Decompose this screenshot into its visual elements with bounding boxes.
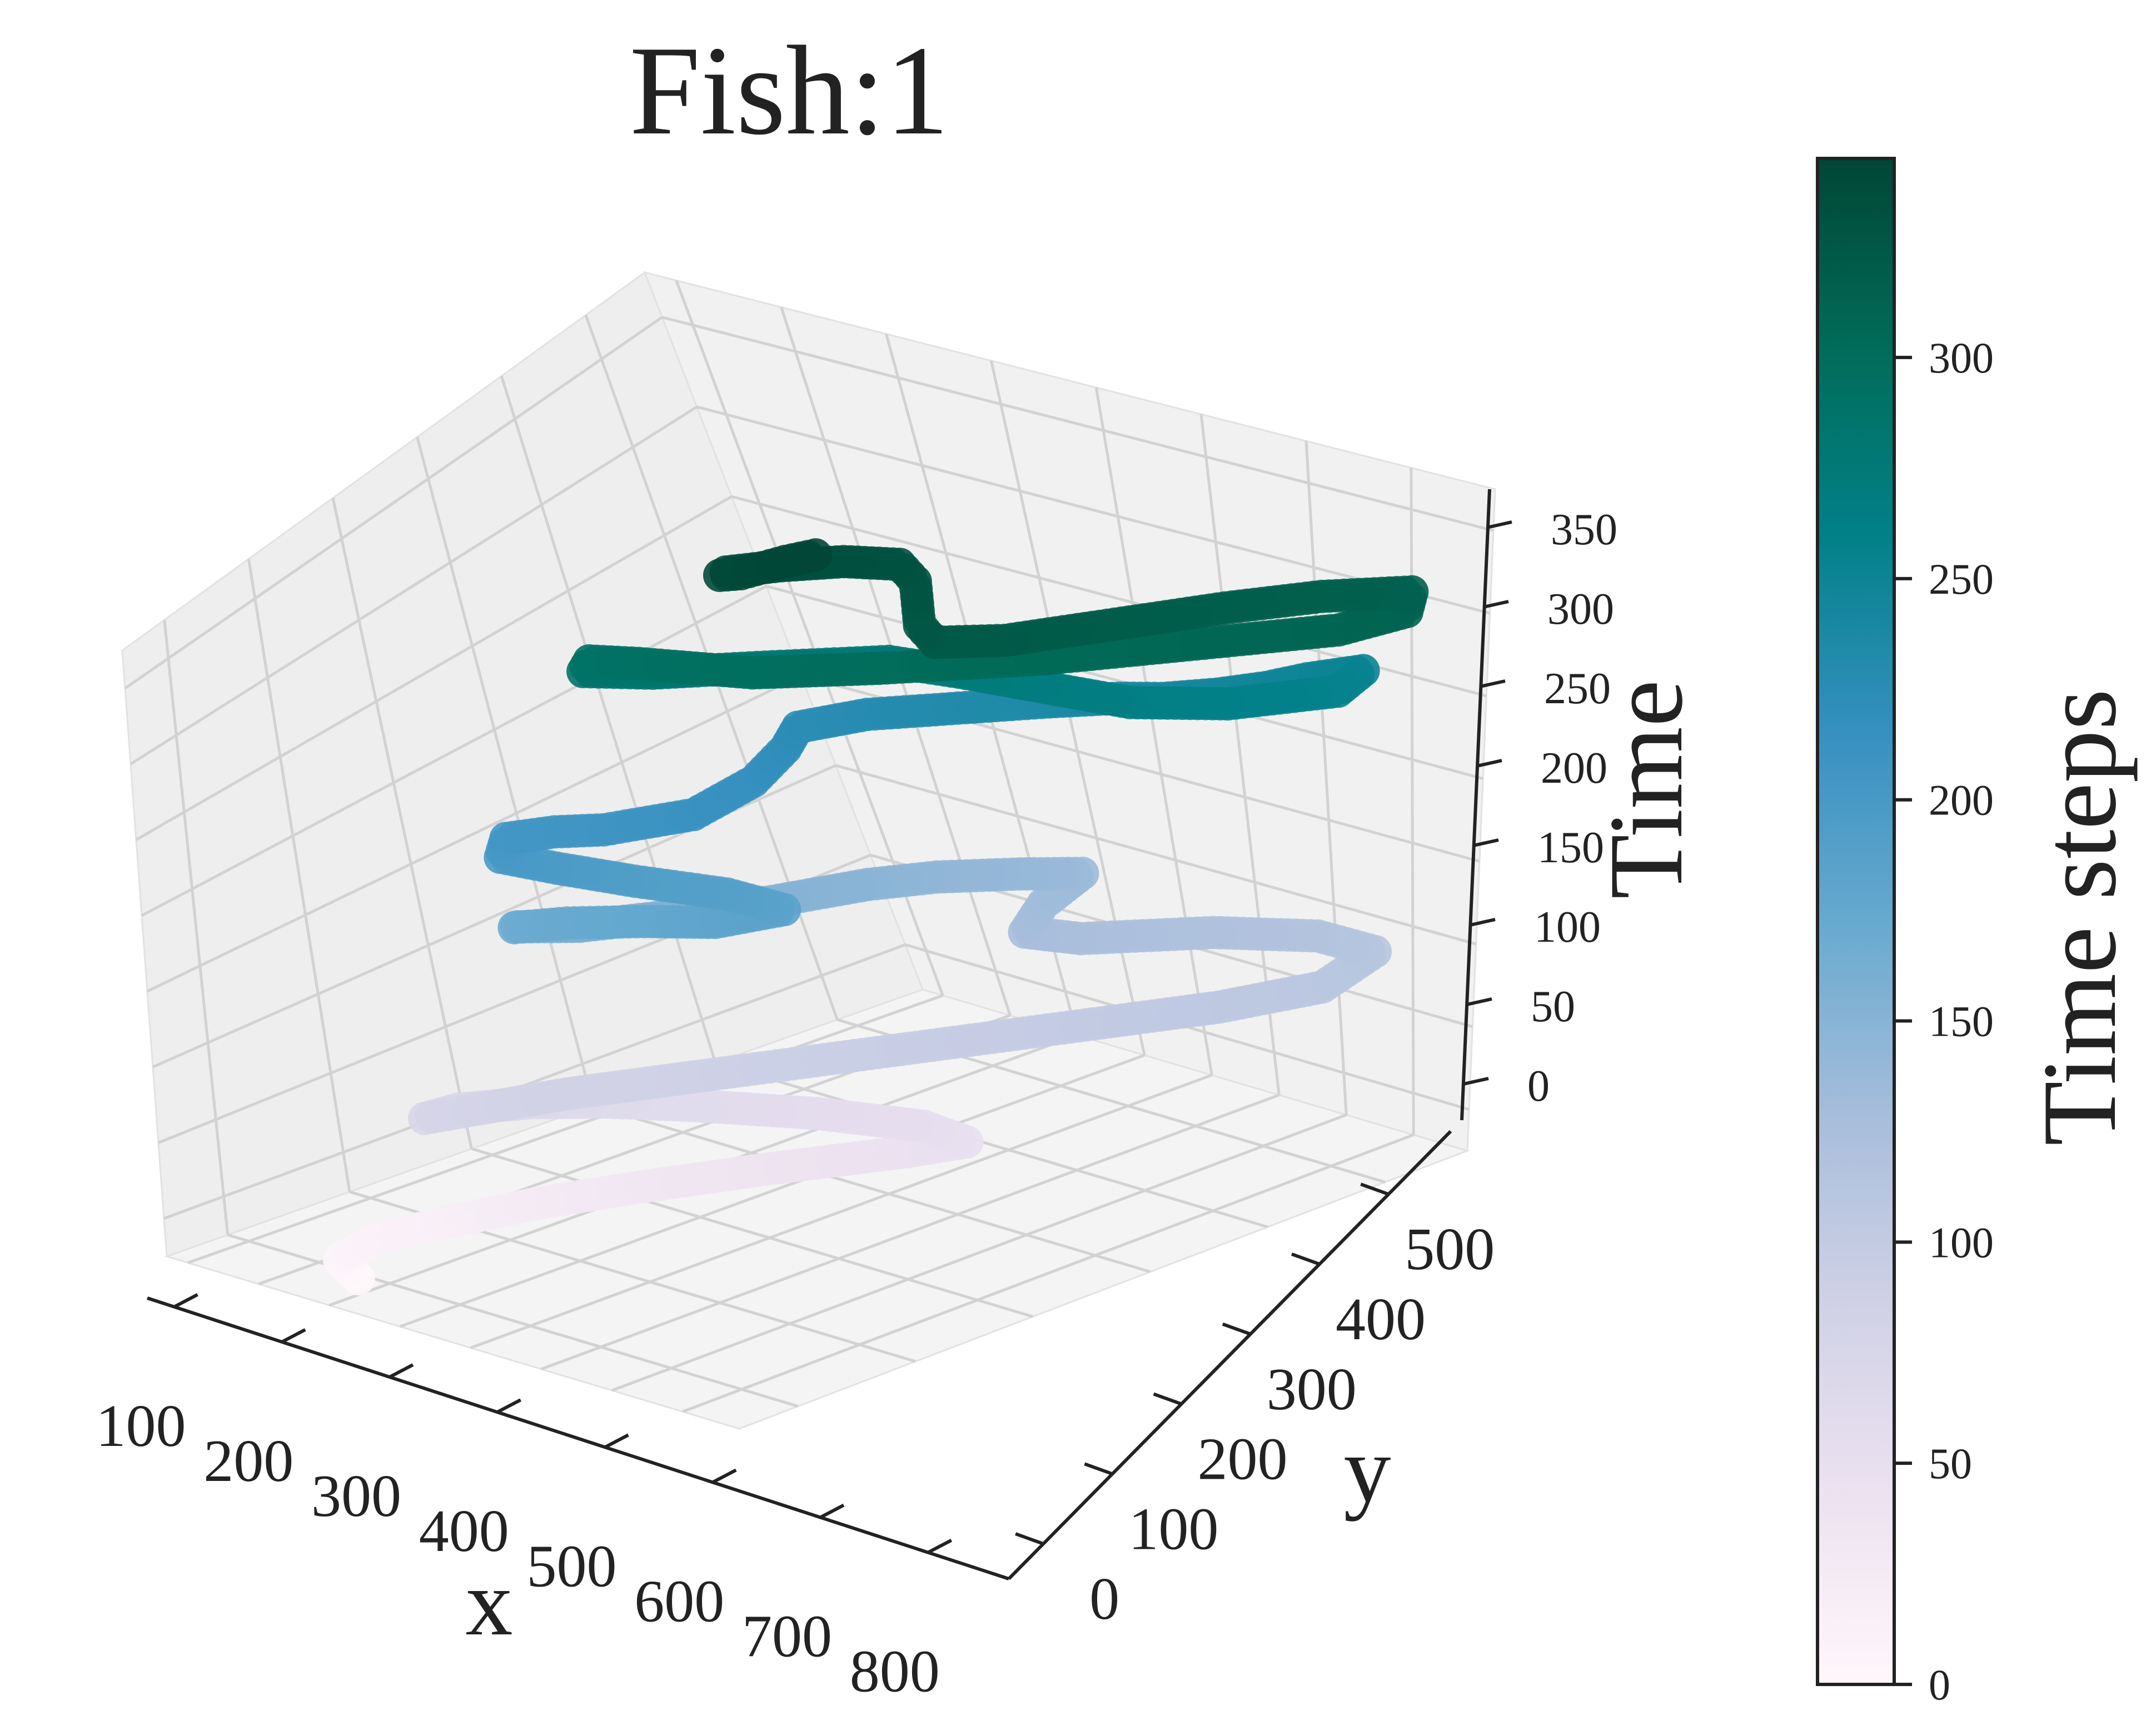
x-gridline-wall: [1094, 387, 1213, 1076]
y-gridline-wall: [163, 619, 230, 1235]
colorbar-tick-label: 200: [1929, 776, 1994, 824]
x-tick-label: 300: [311, 1463, 401, 1529]
x-tick-mark: [604, 1433, 629, 1449]
colorbar-ticks: 0 50 100 150 200 250 300: [1894, 334, 1994, 1709]
colorbar-tick-label: 250: [1929, 555, 1994, 603]
colorbar: 0 50 100 150 200 250 300 Time steps: [1816, 157, 2138, 1709]
colorbar-tick-label: 100: [1929, 1218, 1994, 1266]
z-tick-mark: [1480, 679, 1506, 688]
z-tick-label: 150: [1537, 823, 1604, 872]
x-tick-label: 400: [419, 1498, 509, 1564]
y-tick-mark: [1291, 1252, 1321, 1266]
colorbar-tick-label: 50: [1929, 1439, 1972, 1488]
x-tick-label: 800: [850, 1639, 940, 1705]
z-gridline-left: [130, 405, 698, 765]
x-tick-mark: [281, 1328, 306, 1344]
z-gridline-left: [141, 585, 767, 917]
x-gridline-wall: [1304, 441, 1348, 1115]
trajectory-point: [799, 538, 833, 572]
x-tick-label: 100: [96, 1393, 186, 1459]
y-gridline-wall: [331, 498, 473, 1149]
colorbar-tick-label: 300: [1929, 334, 1994, 382]
z-tick-mark: [1483, 600, 1509, 609]
z-axis-ticks: 0 50 100 150 200 250 300 350: [1463, 505, 1617, 1111]
x-tick-label: 500: [526, 1533, 616, 1599]
z-tick-mark: [1473, 838, 1499, 847]
x-gridline-floor: [541, 1093, 1280, 1371]
x-tick-mark: [173, 1293, 198, 1309]
x-gridline-floor: [682, 1134, 1415, 1413]
y-tick-label: 400: [1336, 1286, 1426, 1353]
y-gridline-floor: [715, 1061, 1268, 1229]
z-tick-label: 100: [1534, 903, 1601, 952]
z-gridline-left: [135, 495, 733, 841]
x-gridline-floor: [470, 1073, 1213, 1349]
x-tick-mark: [496, 1398, 522, 1414]
y-tick-mark: [1360, 1182, 1390, 1196]
y-tick-mark: [1015, 1532, 1044, 1545]
y-axis-line: [1007, 1130, 1452, 1580]
z-gridline-left: [146, 674, 802, 993]
z-tick-label: 50: [1531, 982, 1575, 1031]
y-gridline-floor: [471, 1147, 1033, 1318]
z-gridline-right: [661, 316, 1494, 532]
z-gridline-left: [163, 943, 906, 1220]
x-gridline-floor: [611, 1113, 1347, 1392]
y-gridline-wall: [500, 375, 717, 1063]
z-tick-mark: [1466, 997, 1492, 1006]
z-gridline-right: [835, 764, 1477, 946]
x-tick-label: 700: [742, 1604, 832, 1670]
z-tick-mark: [1486, 520, 1512, 529]
z-tick-label: 200: [1541, 744, 1607, 793]
x-tick-mark: [711, 1468, 737, 1484]
y-tick-mark: [1222, 1322, 1251, 1336]
x-axis-ticks: 100 200 300 400 500 600 700 800: [96, 1293, 953, 1705]
x-gridline-floor: [187, 994, 944, 1264]
z-tick-label: 0: [1527, 1062, 1550, 1111]
x-tick-mark: [819, 1503, 845, 1519]
colorbar-gradient: [1816, 157, 1896, 1686]
x-gridline-floor: [399, 1053, 1146, 1328]
z-axis-label: Time: [1588, 680, 1705, 899]
y-tick-label: 200: [1198, 1426, 1288, 1493]
y-tick-label: 100: [1128, 1496, 1218, 1562]
colorbar-tick-label: 0: [1929, 1661, 1950, 1709]
y-axis-label: y: [1344, 1417, 1391, 1522]
x-axis-line: [147, 1296, 1009, 1580]
z-tick-mark: [1476, 759, 1502, 768]
colorbar-tick-label: 150: [1929, 997, 1994, 1046]
z-tick-label: 300: [1547, 585, 1614, 634]
y-gridline-wall: [416, 436, 595, 1106]
y-tick-mark: [1153, 1392, 1182, 1406]
y-tick-label: 0: [1089, 1566, 1119, 1632]
z-axis-line: [1460, 489, 1491, 1121]
x-tick-mark: [927, 1538, 953, 1554]
z-tick-mark: [1463, 1077, 1489, 1086]
x-tick-label: 600: [634, 1568, 724, 1634]
z-gridline-left: [124, 316, 663, 690]
z-tick-label: 250: [1544, 664, 1611, 713]
colorbar-label: Time steps: [2021, 689, 2138, 1146]
x-axis-label: x: [466, 1550, 513, 1655]
z-tick-mark: [1470, 918, 1496, 927]
y-gridline-floor: [227, 1233, 799, 1408]
x-tick-mark: [389, 1363, 414, 1379]
y-tick-label: 300: [1267, 1356, 1357, 1423]
chart-title: Fish:1: [629, 19, 949, 161]
y-gridline-floor: [593, 1104, 1151, 1274]
trajectory-points: [322, 538, 1429, 1296]
axis-lines: [147, 489, 1491, 1580]
x-tick-label: 200: [203, 1428, 293, 1494]
y-tick-label: 500: [1405, 1216, 1495, 1282]
z-tick-label: 350: [1551, 505, 1617, 554]
y-tick-mark: [1084, 1462, 1113, 1476]
y-gridline-wall: [247, 559, 351, 1192]
